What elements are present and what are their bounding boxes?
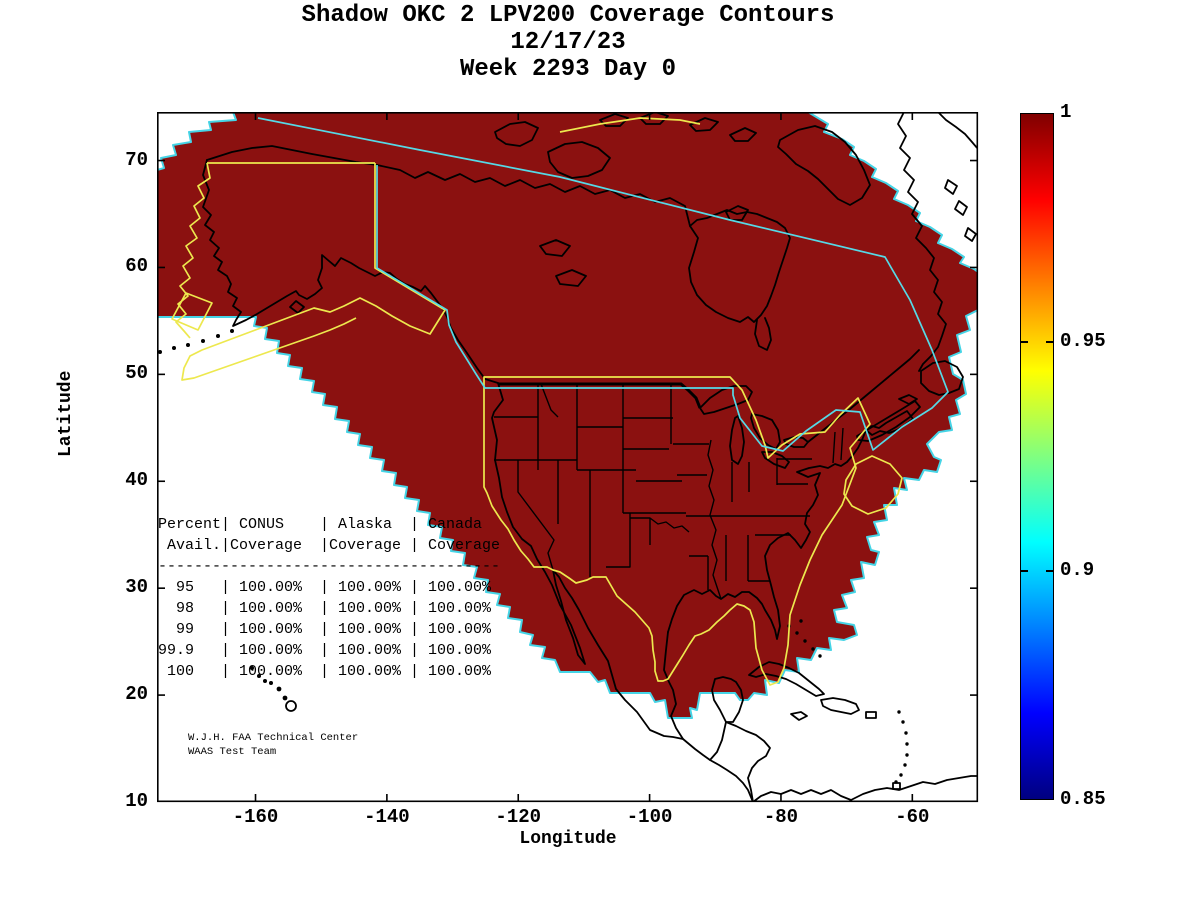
coastlines [202, 112, 978, 802]
alaska-contour-yellow-south [181, 163, 446, 381]
coverage-table-row: 99 | 100.00% | 100.00% | 100.00% [158, 621, 492, 638]
plot-border [157, 112, 979, 803]
y-tick-label: 50 [125, 362, 148, 385]
coverage-table-row: 99.9 | 100.00% | 100.00% | 100.00% [158, 642, 492, 659]
coverage-table-row: 95 | 100.00% | 100.00% | 100.00% [158, 579, 492, 596]
baffin-island [777, 125, 871, 206]
plot-subtitle-date: 12/17/23 [510, 29, 626, 56]
x-tick-label: -80 [763, 806, 799, 828]
hudson-bay [688, 209, 791, 323]
james-bay [754, 317, 772, 351]
x-tick-label: -60 [895, 806, 930, 828]
yucatan-peninsula [709, 676, 744, 761]
nova-scotia [856, 400, 921, 442]
arctic-mainland-coast [376, 164, 691, 227]
yellow-contours [171, 117, 903, 686]
small-islands [158, 329, 909, 784]
y-tick-label: 10 [125, 790, 148, 812]
greenland-islets [944, 179, 977, 242]
new-england-maritimes-coast [865, 410, 914, 436]
puerto-rico [865, 711, 877, 719]
colorbar-tick-label: 1 [1060, 101, 1072, 123]
credit-line2: WAAS Test Team [188, 746, 277, 758]
y-tick-label: 60 [125, 255, 148, 278]
nwt-lakes [539, 239, 587, 287]
x-axis-label: Longitude [519, 829, 617, 849]
plot-title: Shadow OKC 2 LPV200 Coverage Contours [301, 2, 835, 29]
lake-michigan [729, 415, 745, 465]
x-tick-label: -120 [495, 806, 542, 828]
jamaica [790, 711, 808, 721]
us-gulf-atlantic-coast [667, 429, 867, 640]
x-tick-label: -100 [626, 806, 673, 828]
alaska-contour-yellow-island [171, 292, 213, 331]
canada-contour-cyan [257, 117, 949, 452]
banks-island [494, 121, 539, 147]
hawaii-islands [250, 666, 297, 712]
coverage-statistics-table: Percent| CONUS | Alaska | Canada Avail.|… [158, 514, 500, 682]
alaska-contour-yellow-west [175, 162, 211, 339]
alaska-west-south-coast [202, 159, 499, 384]
us-canada-border [499, 382, 702, 409]
colorbar-tick-mark [1021, 570, 1028, 572]
kodiak-island [289, 300, 305, 314]
trinidad [892, 782, 901, 790]
colorbar-tick-mark [1046, 570, 1053, 572]
anticosti-island [898, 394, 918, 405]
plot-subtitle-week: Week 2293 Day 0 [459, 56, 677, 83]
hispaniola [820, 697, 860, 715]
canada-contour-yellow-maritimes [843, 455, 903, 515]
coverage-table-divider: -------------------------------------- [158, 558, 501, 575]
credit-text: W.J.H. FAA Technical Center WAAS Test Te… [188, 731, 358, 759]
y-tick-label: 30 [125, 576, 148, 599]
st-lawrence-river [807, 349, 920, 443]
alaska-north-coast [206, 145, 378, 166]
canada-contour-yellow-arctic [559, 117, 701, 133]
greenland-coast [937, 112, 978, 150]
hawaii-big-island [285, 700, 297, 712]
conus-contour-yellow [483, 376, 871, 686]
x-tick-label: -160 [232, 806, 279, 828]
lesser-antilles [897, 710, 901, 714]
colorbar-tick-label: 0.95 [1060, 330, 1106, 352]
state-borders [494, 383, 844, 600]
coverage-table-header: Avail.|Coverage |Coverage | Coverage [158, 537, 501, 554]
cuba [748, 661, 825, 697]
y-tick-label: 40 [125, 469, 148, 492]
victoria-island [547, 141, 611, 179]
colorbar [1020, 113, 1054, 800]
lake-superior [699, 385, 753, 415]
coverage-region [157, 112, 978, 719]
credit-line1: W.J.H. FAA Technical Center [188, 732, 359, 744]
y-tick-label: 20 [125, 683, 148, 706]
mexico-gulf-coast [663, 631, 684, 740]
coverage-map [157, 112, 979, 803]
newfoundland [920, 360, 964, 396]
x-tick-label: -140 [364, 806, 410, 828]
colorbar-tick-mark [1021, 341, 1028, 343]
central-america-coast [725, 721, 771, 802]
coverage-table-row: 98 | 100.00% | 100.00% | 100.00% [158, 600, 492, 617]
colorbar-tick-label: 0.9 [1060, 559, 1095, 581]
colorbar-tick-label: 0.85 [1060, 788, 1106, 810]
labrador-coast [897, 112, 947, 372]
south-america-coast [752, 775, 978, 802]
coverage-table-row: 100 | 100.00% | 100.00% | 100.00% [158, 663, 492, 680]
coverage-table-header: Percent| CONUS | Alaska | Canada [158, 516, 483, 533]
colorbar-tick-mark [1046, 341, 1053, 343]
y-tick-label: 70 [125, 148, 148, 171]
